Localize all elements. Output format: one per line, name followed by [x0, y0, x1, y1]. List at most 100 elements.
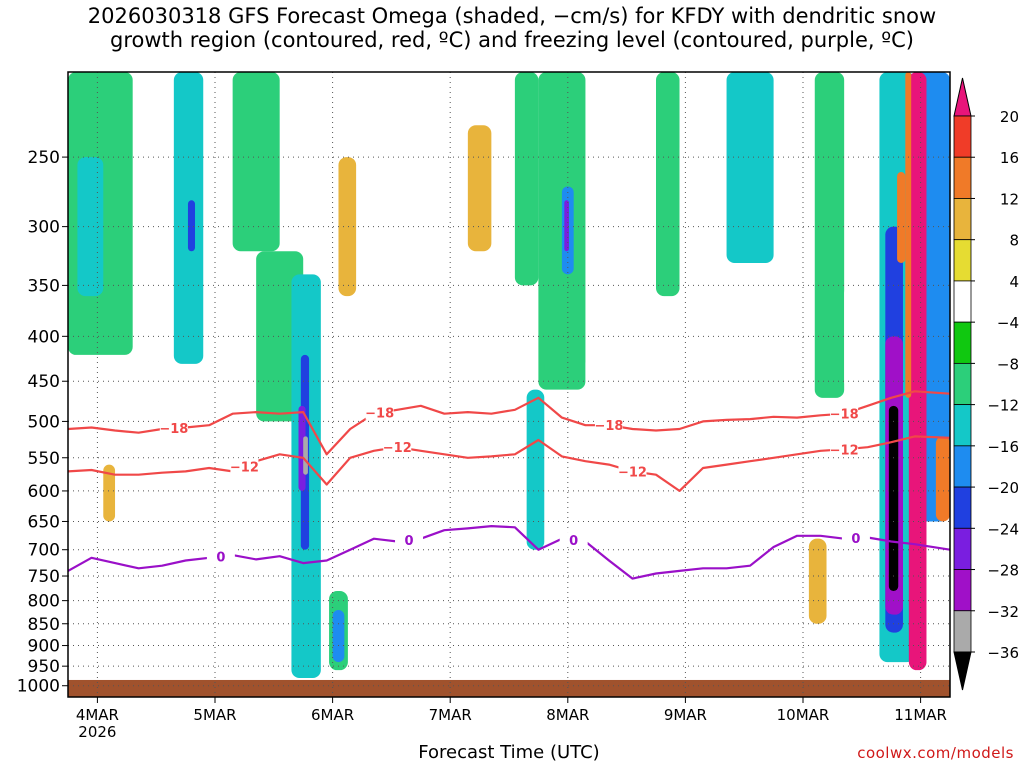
contour-label-bg — [365, 404, 394, 420]
colorbar-swatch — [953, 362, 972, 406]
omega-region — [585, 354, 621, 465]
contour-label-bg — [841, 530, 870, 546]
ground-surface — [68, 679, 950, 697]
omega-region — [814, 72, 845, 398]
y-tick-label: 350 — [28, 276, 60, 296]
omega-region — [332, 610, 345, 663]
y-tick-label: 850 — [28, 615, 60, 635]
y-axis: 2503003504004505005506006507007508008509… — [17, 148, 68, 697]
y-tick-label: 250 — [28, 148, 60, 168]
omega-region — [526, 389, 545, 550]
omega-region — [77, 157, 104, 297]
contour-label-bg — [594, 417, 623, 433]
contour-line — [67, 435, 951, 492]
contour-label: −12 — [230, 460, 259, 475]
omega-region — [444, 141, 474, 297]
omega-region — [656, 72, 680, 297]
colorbar-cap-top — [953, 77, 972, 117]
colorbar-tick-label: −8 — [997, 355, 1019, 373]
x-tick-label: 5MAR — [193, 706, 236, 724]
omega-shading — [68, 72, 950, 679]
omega-region — [679, 141, 704, 317]
contour-label: −12 — [383, 441, 412, 456]
contour-label-bg — [383, 439, 412, 455]
colorbar-swatch — [953, 156, 972, 199]
contour-label-bg — [395, 532, 424, 548]
chart-title: 2026030318 GFS Forecast Omega (shaded, −… — [87, 4, 937, 52]
colorbar-tick-label: −32 — [987, 603, 1019, 621]
colorbar-tick-label: 20 — [1000, 108, 1019, 126]
colorbar-swatch — [953, 569, 972, 612]
colorbar-swatch — [953, 404, 972, 447]
contour-label-bg — [830, 405, 859, 421]
contour-line — [67, 390, 951, 456]
contour-label-bg — [206, 548, 235, 564]
omega-region — [187, 200, 196, 252]
contour-label-bg — [830, 441, 859, 457]
colorbar-swatch — [953, 280, 972, 323]
x-axis-label: Forecast Time (UTC) — [418, 742, 600, 763]
contour-label: −18 — [159, 422, 188, 437]
colorbar-tick-label: −36 — [987, 644, 1019, 662]
colorbar-swatch — [953, 486, 972, 529]
omega-region — [467, 125, 492, 252]
omega-region — [338, 157, 357, 297]
y-tick-label: 450 — [28, 372, 60, 392]
colorbar-tick-label: 16 — [1000, 149, 1019, 167]
x-tick-label: 10MAR — [777, 706, 830, 724]
contour-label: −18 — [365, 407, 394, 422]
x-tick-label: 6MAR — [311, 706, 354, 724]
y-tick-label: 400 — [28, 327, 60, 347]
omega-region — [888, 405, 899, 591]
colorbar-swatch — [953, 239, 972, 282]
colorbar-swatch — [953, 115, 972, 158]
contour-label: 0 — [569, 534, 578, 549]
contour-label-bg — [618, 463, 647, 479]
colorbar-tick-label: −20 — [987, 479, 1019, 497]
omega-region — [303, 436, 308, 475]
contour-label: 0 — [405, 534, 414, 549]
y-tick-label: 600 — [28, 482, 60, 502]
contour-label: −18 — [594, 419, 623, 434]
contour-label-bg — [559, 532, 588, 548]
y-tick-label: 700 — [28, 541, 60, 561]
x-tick-label: 8MAR — [546, 706, 589, 724]
colorbar-cap-bottom — [953, 651, 972, 691]
y-tick-label: 550 — [28, 449, 60, 469]
watermark[interactable]: coolwx.com/models — [857, 744, 1014, 762]
contour-label-bg — [159, 420, 188, 436]
contour-label: 0 — [216, 550, 225, 565]
omega-region — [232, 72, 280, 252]
x-tick-label: 9MAR — [664, 706, 707, 724]
contour-label-bg — [230, 458, 259, 474]
contours: −18 −18 −18 −18 −12 −12 −12 −12 0 0 0 0 — [67, 390, 951, 580]
y-tick-label: 1000 — [17, 677, 60, 697]
colorbar-tick-label: −4 — [997, 314, 1019, 332]
y-tick-label: 500 — [28, 412, 60, 432]
x-tick-label: 7MAR — [429, 706, 472, 724]
contour-label: −12 — [830, 443, 859, 458]
y-tick-label: 750 — [28, 567, 60, 587]
colorbar-swatch — [953, 321, 972, 364]
omega-region — [514, 72, 539, 286]
contour-label: −18 — [830, 408, 859, 423]
colorbar-tick-label: −28 — [987, 562, 1019, 580]
x-tick-label: 11MAR — [894, 706, 947, 724]
omega-region — [935, 436, 950, 522]
y-tick-label: 900 — [28, 637, 60, 657]
y-tick-label: 800 — [28, 592, 60, 612]
x-tick-label: 4MAR — [76, 706, 119, 724]
contour-label: 0 — [851, 532, 860, 547]
colorbar-swatch — [953, 527, 972, 570]
y-tick-label: 300 — [28, 218, 60, 238]
colorbar: 20 16 12 8 4 −4 −8 −12 −16 −20 −24 −28 −32 −36 — [953, 77, 1019, 691]
colorbar-swatch — [953, 445, 972, 488]
omega-region — [808, 538, 827, 624]
plot-frame — [67, 71, 951, 698]
omega-region — [905, 72, 912, 398]
colorbar-tick-label: 4 — [1009, 273, 1019, 291]
omega-region — [844, 285, 874, 390]
colorbar-tick-label: 12 — [1000, 190, 1019, 208]
